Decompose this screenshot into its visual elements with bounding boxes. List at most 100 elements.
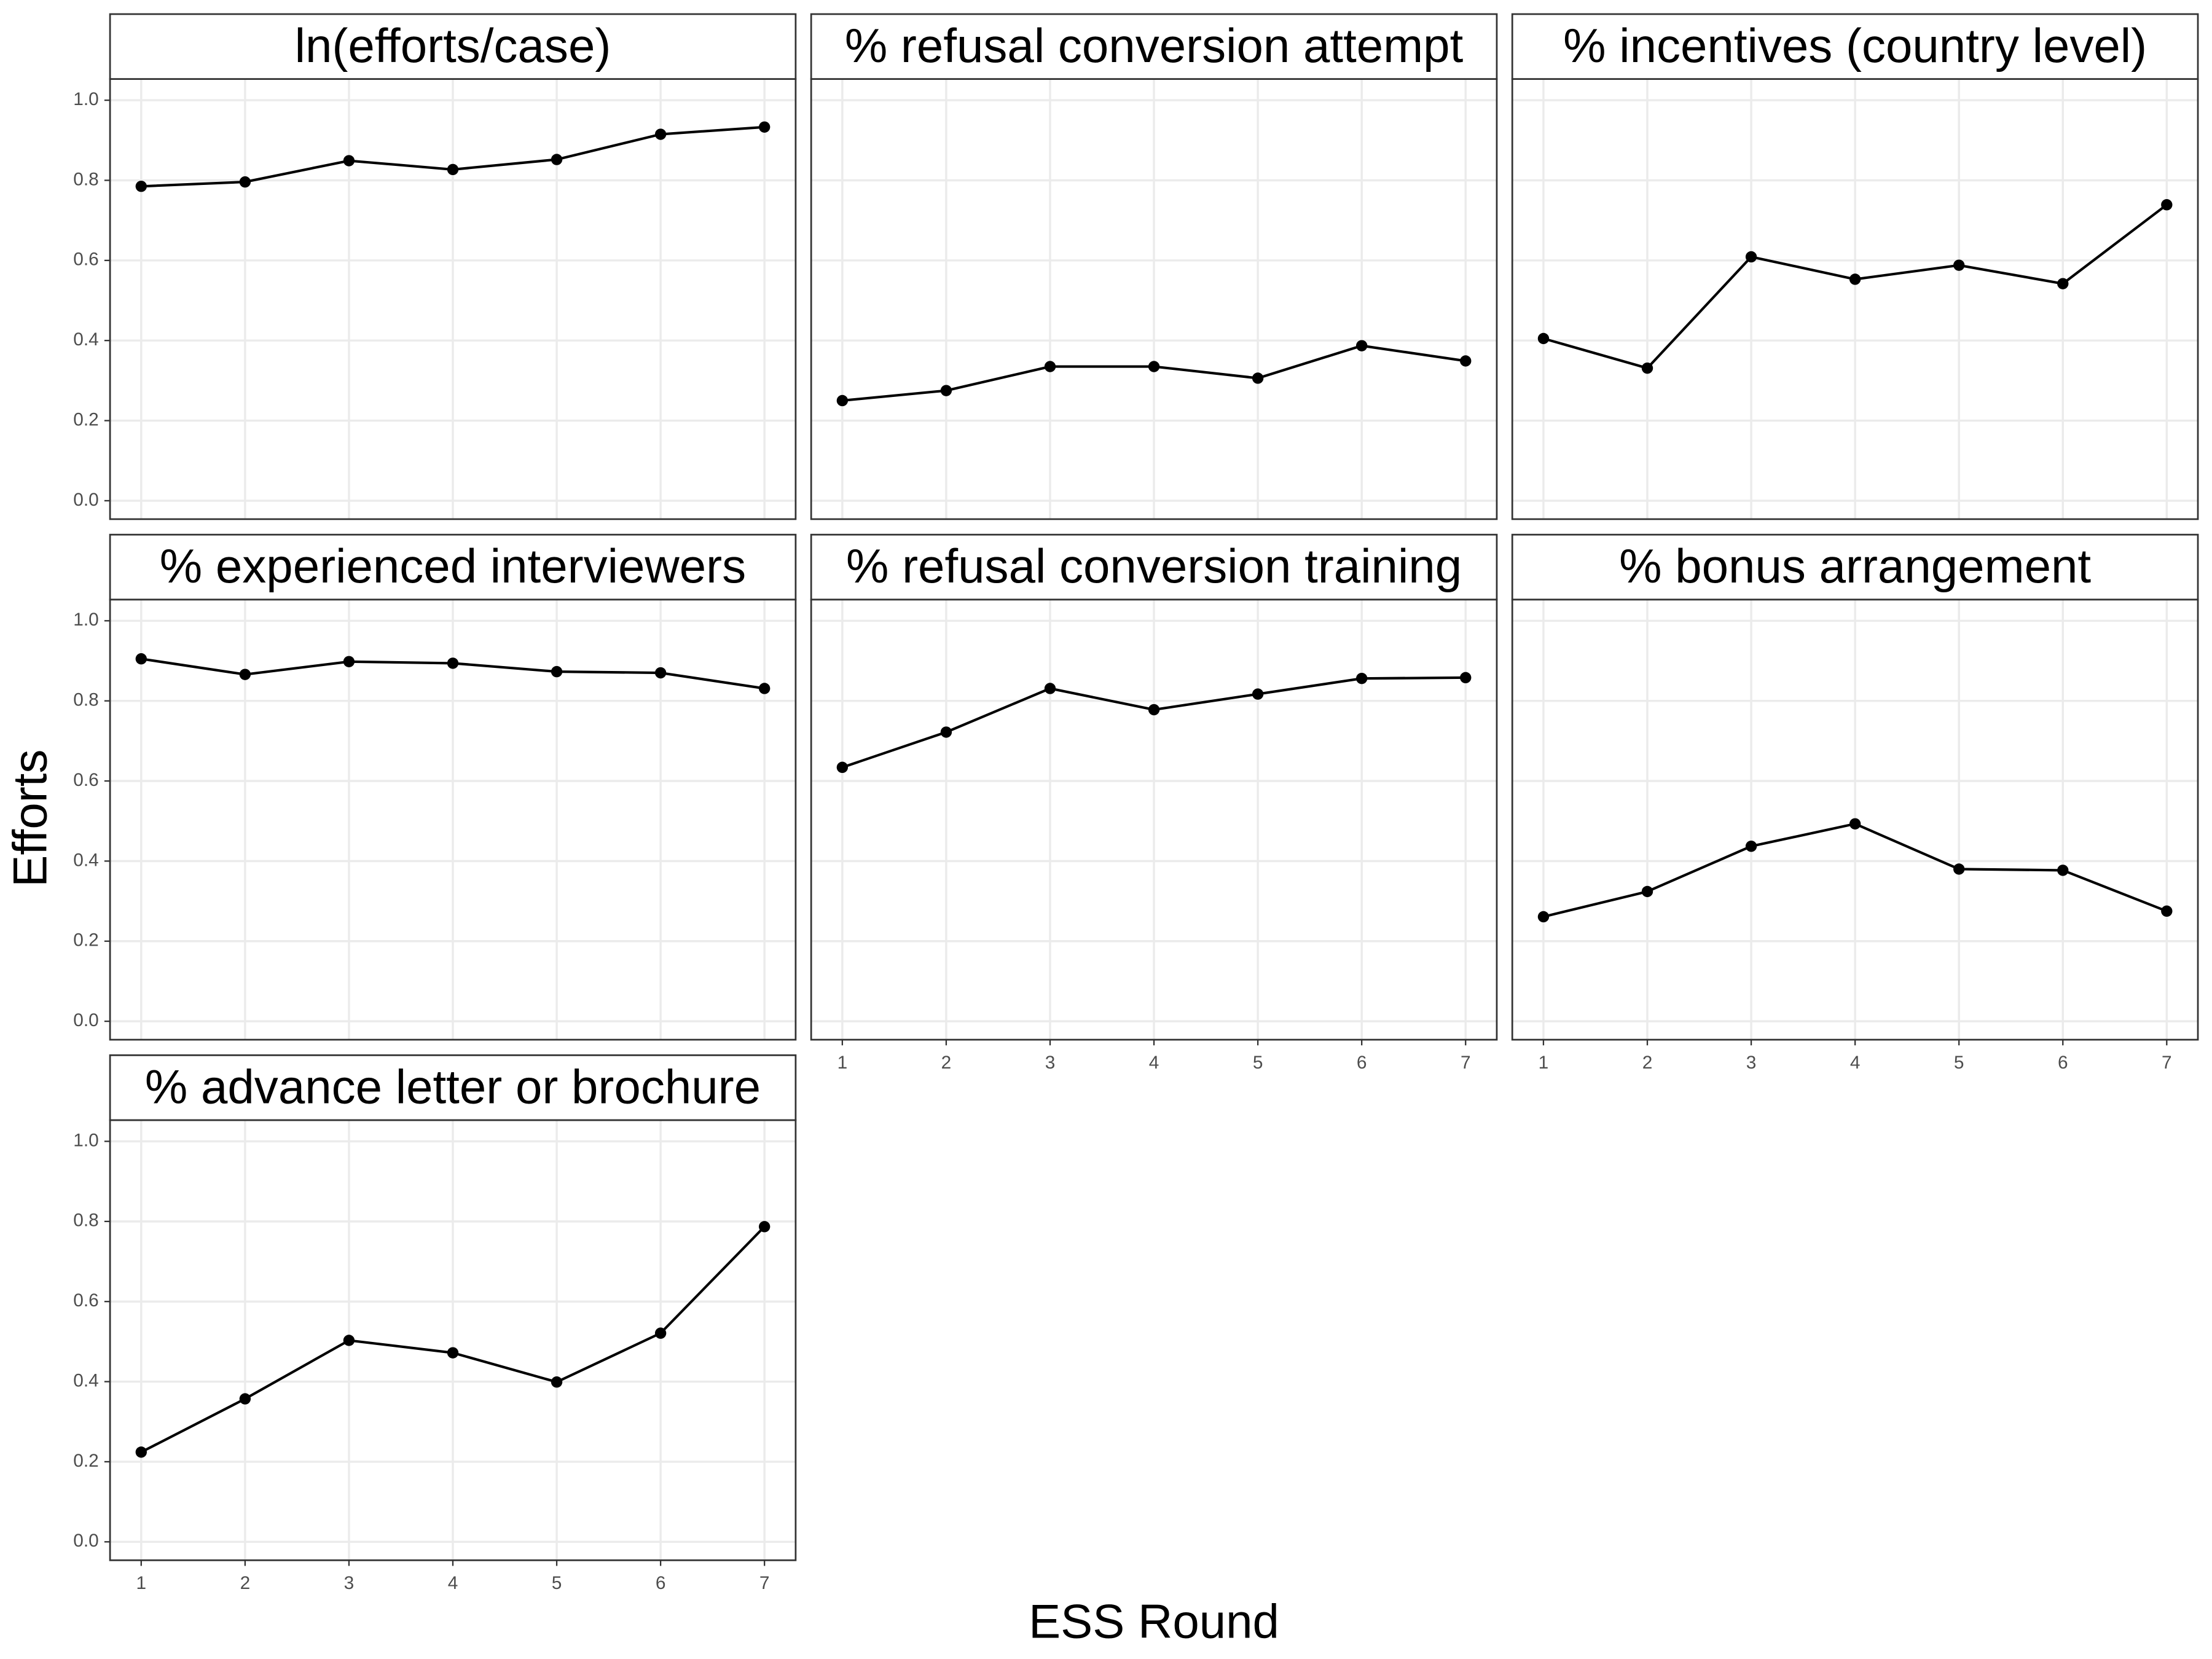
x-tick-label: 1 [837, 1053, 848, 1073]
point [1148, 704, 1160, 716]
point [551, 665, 563, 678]
strip-title: % advance letter or brochure [145, 1059, 761, 1113]
x-tick-label: 6 [1357, 1053, 1367, 1073]
point [1849, 818, 1861, 830]
point [447, 1347, 459, 1359]
point [1356, 340, 1368, 351]
point [239, 176, 251, 188]
x-tick-label: 7 [2162, 1053, 2172, 1073]
point [135, 653, 147, 665]
y-tick-label: 0.6 [73, 770, 98, 790]
x-tick-label: 4 [448, 1573, 458, 1593]
y-tick-label: 0.2 [73, 930, 98, 951]
point [654, 667, 667, 679]
point [758, 683, 771, 694]
strip-title: % incentives (country level) [1563, 18, 2147, 73]
x-tick-label: 2 [941, 1053, 952, 1073]
strip [109, 13, 797, 80]
point [654, 128, 667, 140]
x-tick-label: 4 [1149, 1053, 1159, 1073]
y-tick-label: 0.8 [73, 690, 98, 710]
strip [1511, 13, 2199, 80]
point [2057, 278, 2069, 289]
y-tick-label: 0.2 [73, 1451, 98, 1471]
point [1460, 672, 1472, 684]
point [1641, 362, 1653, 374]
point [1953, 863, 1965, 875]
point [1745, 251, 1757, 263]
strip [810, 13, 1498, 80]
x-tick-label: 5 [1253, 1053, 1263, 1073]
y-axis-title: Efforts [3, 750, 57, 887]
x-tick-label: 1 [136, 1573, 147, 1593]
y-tick-label: 0.6 [73, 249, 98, 270]
strip-title: % experienced interviewers [160, 539, 746, 593]
point [940, 385, 952, 396]
x-tick-label: 2 [1642, 1053, 1653, 1073]
point [1537, 911, 1550, 923]
x-tick-label: 3 [344, 1573, 355, 1593]
point [758, 121, 771, 133]
x-tick-label: 7 [1461, 1053, 1471, 1073]
x-axis-title: ESS Round [1029, 1594, 1279, 1649]
y-tick-label: 0.8 [73, 169, 98, 189]
point [135, 1446, 147, 1458]
point [1460, 355, 1472, 367]
y-tick-label: 1.0 [73, 610, 98, 630]
point [758, 1221, 771, 1233]
strip [109, 533, 797, 601]
point [343, 155, 355, 167]
x-tick-label: 3 [1045, 1053, 1056, 1073]
strip-title: ln(efforts/case) [295, 18, 611, 73]
point [1745, 841, 1757, 852]
point [940, 726, 952, 738]
point [2161, 199, 2173, 211]
point [551, 1376, 563, 1388]
x-tick-label: 1 [1539, 1053, 1549, 1073]
point [1148, 361, 1160, 372]
x-tick-label: 7 [759, 1573, 770, 1593]
strip [109, 1054, 797, 1121]
point [836, 394, 849, 407]
point [836, 761, 849, 774]
point [1953, 259, 1965, 271]
point [654, 1327, 667, 1339]
x-tick-label: 3 [1746, 1053, 1757, 1073]
x-tick-label: 6 [656, 1573, 666, 1593]
point [239, 669, 251, 680]
y-tick-label: 0.6 [73, 1290, 98, 1311]
point [1252, 372, 1264, 384]
x-tick-label: 4 [1850, 1053, 1861, 1073]
strip [810, 533, 1498, 601]
y-tick-label: 0.0 [73, 490, 98, 510]
point [551, 154, 563, 165]
y-tick-label: 0.2 [73, 409, 98, 429]
point [135, 181, 147, 192]
point [447, 657, 459, 669]
strip-title: % refusal conversion training [846, 539, 1462, 593]
point [1356, 672, 1368, 684]
x-tick-label: 5 [552, 1573, 562, 1593]
point [1641, 885, 1653, 898]
point [343, 1335, 355, 1346]
x-tick-label: 6 [2058, 1053, 2068, 1073]
strip-title: % refusal conversion attempt [845, 18, 1464, 73]
point [1849, 273, 1861, 285]
y-tick-label: 1.0 [73, 1130, 98, 1150]
x-tick-label: 5 [1954, 1053, 1964, 1073]
y-tick-label: 0.4 [73, 1370, 98, 1390]
strip-title: % bonus arrangement [1619, 539, 2091, 593]
x-tick-label: 2 [240, 1573, 251, 1593]
point [239, 1393, 251, 1405]
y-tick-label: 0.0 [73, 1010, 98, 1030]
point [1044, 361, 1056, 372]
y-tick-label: 0.4 [73, 329, 98, 350]
point [1044, 683, 1056, 694]
point [447, 163, 459, 176]
strip [1511, 533, 2199, 601]
y-tick-label: 0.0 [73, 1531, 98, 1551]
point [1252, 688, 1264, 700]
y-tick-label: 0.8 [73, 1210, 98, 1231]
